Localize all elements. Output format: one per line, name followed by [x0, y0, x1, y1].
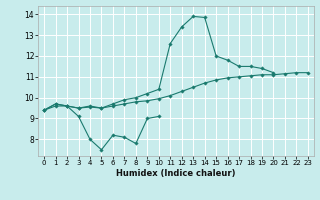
X-axis label: Humidex (Indice chaleur): Humidex (Indice chaleur): [116, 169, 236, 178]
